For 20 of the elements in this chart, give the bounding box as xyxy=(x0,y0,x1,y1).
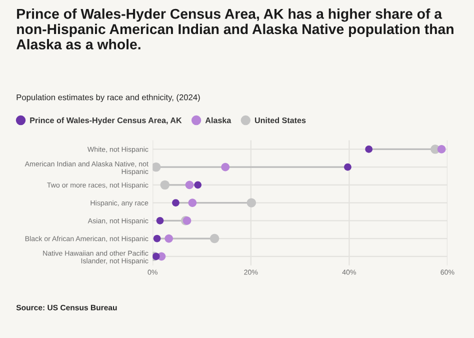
point xyxy=(156,216,164,224)
legend-label: Alaska xyxy=(205,117,232,124)
legend-label: Prince of Wales-Hyder Census Area, AK xyxy=(30,117,182,125)
point xyxy=(172,199,180,206)
point xyxy=(185,180,194,190)
point xyxy=(153,234,161,242)
chart-title: Prince of Wales-Hyder Census Area, AK has a higher share of a non-Hispanic American Indian and Alaska Native population than Alaska as a whole. xyxy=(16,8,454,50)
point xyxy=(210,234,220,244)
point xyxy=(344,163,352,171)
chart-subtitle: Population estimates by race and ethnicity, (2024) xyxy=(16,94,200,102)
point xyxy=(152,162,161,172)
legend-label: United States xyxy=(254,117,306,124)
point xyxy=(160,180,170,190)
point xyxy=(246,198,256,208)
point xyxy=(194,181,202,189)
point xyxy=(365,146,373,153)
point xyxy=(164,234,174,243)
point xyxy=(188,198,197,207)
point xyxy=(437,145,446,154)
point xyxy=(221,162,230,172)
